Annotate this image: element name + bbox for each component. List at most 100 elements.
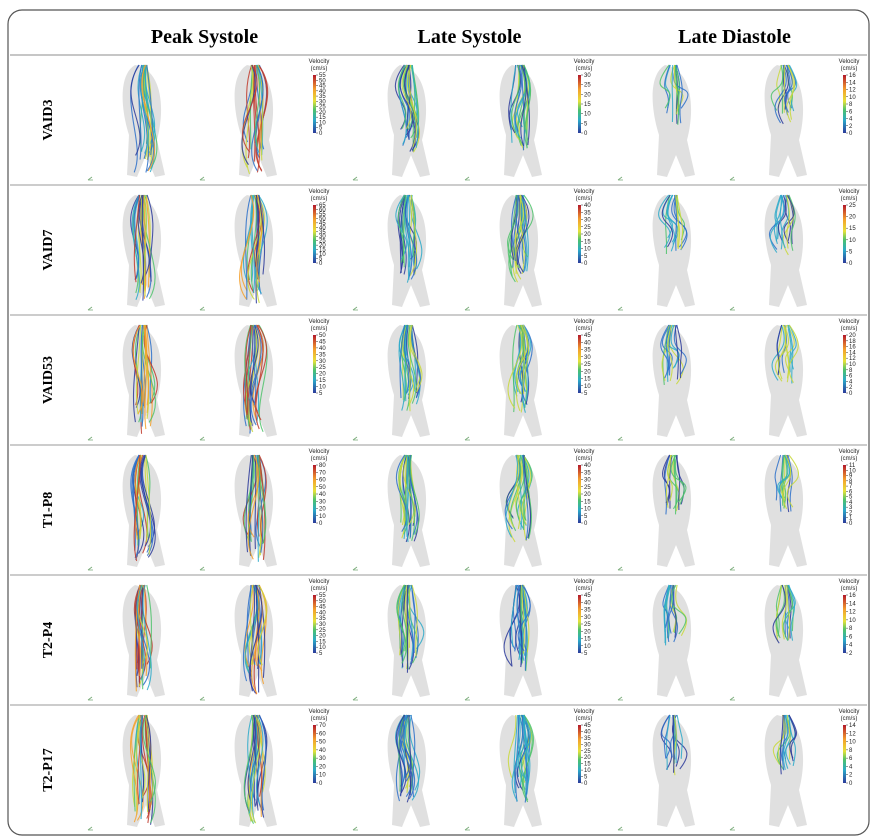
row-label: VAID53	[41, 356, 56, 404]
column-header: Late Systole	[418, 26, 522, 48]
colorbar-tick-label: 10	[584, 768, 591, 774]
colorbar	[578, 75, 581, 133]
column-header: Peak Systole	[151, 26, 258, 48]
colorbar-tick-label: 35	[584, 736, 591, 742]
colorbar-tick-label: 10	[849, 238, 856, 244]
colorbar-tick-label: 30	[319, 359, 326, 365]
colorbar-title: Velocity	[574, 709, 595, 715]
colorbar-unit: (cm/s)	[311, 66, 328, 72]
colorbar-tick-label: 10	[319, 514, 326, 520]
colorbar-title: Velocity	[574, 59, 595, 65]
colorbar-title: Velocity	[574, 319, 595, 325]
colorbar-unit: (cm/s)	[576, 66, 593, 72]
colorbar-tick-label: 16	[849, 593, 856, 599]
colorbar-tick-label: 25	[584, 485, 591, 491]
colorbar-tick-label: 45	[584, 333, 591, 339]
colorbar-title: Velocity	[574, 189, 595, 195]
colorbar-tick-label: 40	[319, 346, 326, 352]
colorbar-tick-label: 10	[849, 740, 856, 746]
colorbar-tick-label: 15	[584, 637, 591, 643]
colorbar-tick-label: 15	[849, 226, 856, 232]
colorbar-title: Velocity	[574, 579, 595, 585]
colorbar-tick-label: 30	[584, 478, 591, 484]
colorbar-title: Velocity	[839, 189, 860, 195]
colorbar-tick-label: 30	[584, 73, 591, 79]
colorbar-tick-label: 20	[849, 215, 856, 221]
colorbar-tick-label: 10	[584, 112, 591, 118]
colorbar-tick-label: 12	[849, 88, 856, 94]
colorbar-title: Velocity	[309, 709, 330, 715]
colorbar	[578, 205, 581, 263]
colorbar-unit: (cm/s)	[841, 196, 858, 202]
colorbar-tick-label: 20	[584, 755, 591, 761]
colorbar-tick-label: 50	[319, 740, 326, 746]
colorbar-tick-label: 20	[584, 369, 591, 375]
colorbar-unit: (cm/s)	[841, 586, 858, 592]
row-label: VAID3	[41, 100, 56, 141]
colorbar-title: Velocity	[839, 449, 860, 455]
colorbar-unit: (cm/s)	[841, 716, 858, 722]
colorbar-tick-label: 10	[584, 644, 591, 650]
colorbar-title: Velocity	[839, 319, 860, 325]
colorbar-tick-label: 35	[319, 352, 326, 358]
colorbar-title: Velocity	[839, 579, 860, 585]
colorbar-unit: (cm/s)	[841, 66, 858, 72]
colorbar	[313, 75, 316, 133]
colorbar-tick-label: 20	[584, 629, 591, 635]
colorbar-tick-label: 60	[319, 731, 326, 737]
colorbar-tick-label: 25	[584, 225, 591, 231]
row-label: T1-P8	[41, 492, 56, 529]
colorbar-tick-label: 40	[319, 748, 326, 754]
colorbar-tick-label: 10	[584, 384, 591, 390]
colorbar-unit: (cm/s)	[311, 716, 328, 722]
colorbar-unit: (cm/s)	[311, 326, 328, 332]
colorbar	[313, 595, 316, 653]
colorbar-tick-label: 70	[319, 470, 326, 476]
row-label: VAID7	[41, 230, 56, 271]
colorbar-tick-label: 30	[584, 615, 591, 621]
colorbar-tick-label: 40	[584, 729, 591, 735]
colorbar-tick-label: 20	[319, 764, 326, 770]
colorbar-tick-label: 30	[584, 355, 591, 361]
colorbar-tick-label: 35	[584, 608, 591, 614]
colorbar-tick-label: 35	[584, 348, 591, 354]
colorbar-tick-label: 14	[849, 601, 856, 607]
colorbar-tick-label: 45	[584, 593, 591, 599]
colorbar	[313, 725, 316, 783]
colorbar-tick-label: 50	[319, 333, 326, 339]
colorbar-tick-label: 20	[584, 492, 591, 498]
streamline	[672, 65, 673, 122]
colorbar-tick-label: 35	[584, 210, 591, 216]
streamline	[784, 65, 785, 113]
colorbar-tick-label: 40	[319, 492, 326, 498]
colorbar-title: Velocity	[309, 579, 330, 585]
colorbar-tick-label: 30	[584, 218, 591, 224]
colorbar	[578, 465, 581, 523]
colorbar	[843, 335, 846, 393]
colorbar-title: Velocity	[309, 59, 330, 65]
colorbar-tick-label: 50	[319, 485, 326, 491]
colorbar-tick-label: 45	[319, 339, 326, 345]
colorbar-tick-label: 10	[584, 247, 591, 253]
colorbar-unit: (cm/s)	[576, 326, 593, 332]
colorbar-unit: (cm/s)	[311, 586, 328, 592]
colorbar-unit: (cm/s)	[311, 196, 328, 202]
colorbar-unit: (cm/s)	[576, 456, 593, 462]
colorbar-tick-label: 14	[849, 723, 856, 729]
colorbar-tick-label: 15	[319, 378, 326, 384]
row-label: T2-P17	[41, 748, 56, 792]
colorbar-tick-label: 60	[319, 478, 326, 484]
colorbar-tick-label: 15	[584, 762, 591, 768]
colorbar-tick-label: 40	[584, 600, 591, 606]
colorbar-title: Velocity	[839, 709, 860, 715]
colorbar-tick-label: 40	[584, 203, 591, 209]
colorbar-tick-label: 25	[584, 749, 591, 755]
colorbar-unit: (cm/s)	[841, 456, 858, 462]
colorbar-tick-label: 30	[319, 756, 326, 762]
colorbar-tick-label: 12	[849, 731, 856, 737]
colorbar-tick-label: 20	[584, 92, 591, 98]
colorbar-tick-label: 10	[319, 773, 326, 779]
colorbar	[578, 725, 581, 783]
colorbar-tick-label: 25	[584, 622, 591, 628]
column-header: Late Diastole	[678, 26, 791, 48]
